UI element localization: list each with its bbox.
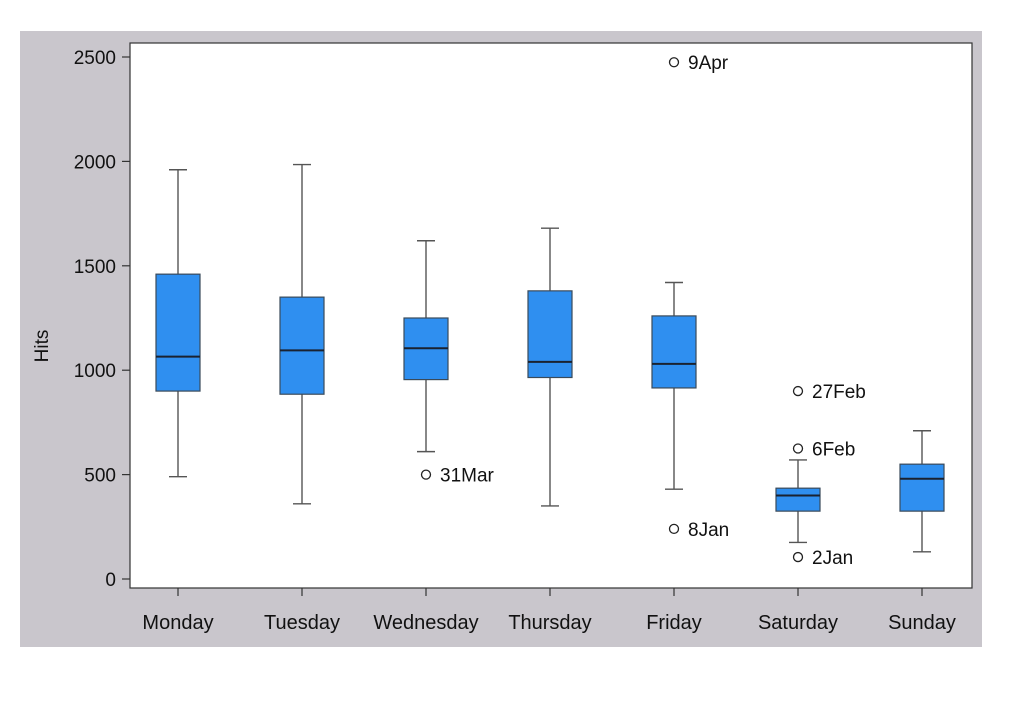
outlier-label: 27Feb — [812, 382, 866, 403]
boxplot-chart: Hits 0 500 1000 1500 2000 2500 Monday Tuesday W… — [32, 42, 973, 634]
y-tick-label: 0 — [105, 570, 116, 591]
outlier-label: 8Jan — [688, 520, 729, 541]
x-tick-label: Monday — [142, 612, 213, 634]
box-saturday: 27Feb 6Feb 2Jan — [775, 382, 866, 569]
y-tick-label: 1000 — [74, 361, 116, 382]
x-tick-label: Wednesday — [373, 612, 478, 634]
outlier-label: 2Jan — [812, 548, 853, 569]
x-tick-label: Sunday — [888, 612, 956, 634]
box-iqr — [899, 463, 945, 512]
box-iqr — [775, 487, 821, 512]
box-iqr — [279, 296, 325, 395]
x-tick-label: Tuesday — [264, 612, 340, 634]
x-axis: Monday Tuesday Wednesday Thursday Friday Satu… — [142, 588, 956, 634]
box-sunday — [899, 430, 945, 553]
outlier-point — [420, 469, 432, 480]
x-tick-label: Friday — [646, 612, 702, 634]
box-friday: 9Apr 8Jan — [651, 53, 729, 541]
outlier-label: 9Apr — [688, 53, 729, 74]
outlier-point — [668, 523, 680, 535]
y-tick-label: 500 — [84, 466, 116, 487]
y-axis: 0 500 1000 1500 2000 2500 — [74, 48, 130, 591]
x-tick-label: Saturday — [758, 612, 838, 634]
outlier-point — [792, 385, 804, 397]
box-thursday — [527, 227, 573, 507]
box-iqr — [527, 290, 573, 379]
boxes-group: 31Mar 9Apr 8Jan 27Feb 6Feb 2Jan — [155, 53, 945, 569]
box-tuesday — [279, 163, 325, 505]
chart-frame: Hits 0 500 1000 1500 2000 2500 Monday Tuesday W… — [20, 31, 982, 647]
y-tick-label: 2500 — [74, 48, 116, 69]
x-tick-label: Thursday — [508, 612, 591, 634]
y-tick-label: 2000 — [74, 152, 116, 173]
y-axis-label: Hits — [32, 330, 53, 363]
box-wednesday: 31Mar — [403, 240, 495, 487]
box-iqr — [155, 273, 201, 392]
box-iqr — [651, 315, 697, 389]
outlier-label: 31Mar — [440, 466, 495, 487]
box-monday — [155, 169, 201, 478]
y-tick-label: 1500 — [74, 257, 116, 278]
outlier-point — [792, 443, 804, 454]
outlier-label: 6Feb — [812, 440, 855, 461]
outlier-point — [792, 551, 804, 563]
outlier-point — [668, 57, 680, 68]
